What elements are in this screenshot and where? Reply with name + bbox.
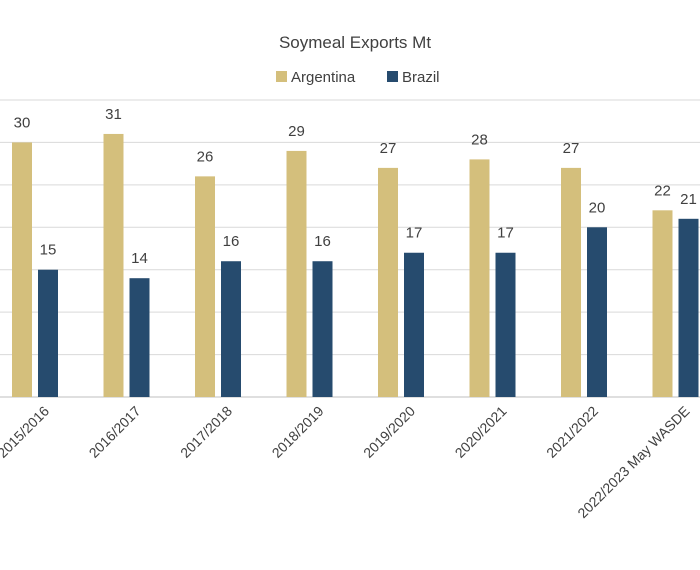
data-label-brazil-6: 20 bbox=[589, 199, 606, 216]
x-tick-label-5: 2020/2021 bbox=[452, 403, 510, 461]
bar-argentina-3 bbox=[286, 150, 307, 397]
chart-title: Soymeal Exports Mt bbox=[279, 33, 431, 52]
data-label-argentina-5: 28 bbox=[471, 131, 488, 148]
bar-argentina-5 bbox=[469, 159, 490, 397]
x-axis-tick-labels: 2015/2016 2016/2017 2017/2018 2018/2019 2019… bbox=[0, 403, 693, 521]
legend-label-brazil: Brazil bbox=[402, 69, 440, 86]
x-tick-label-4: 2019/2020 bbox=[360, 403, 418, 461]
bar-brazil-6 bbox=[587, 227, 607, 397]
legend: Argentina Brazil bbox=[276, 69, 440, 86]
legend-label-argentina: Argentina bbox=[291, 69, 356, 86]
bar-brazil-3 bbox=[312, 261, 333, 397]
x-tick-label-1: 2016/2017 bbox=[86, 403, 144, 461]
bar-brazil-0 bbox=[38, 269, 58, 397]
x-tick-label-3: 2018/2019 bbox=[269, 403, 327, 461]
data-label-brazil-4: 17 bbox=[406, 225, 423, 242]
data-label-brazil-5: 17 bbox=[497, 225, 514, 242]
x-tick-label-6: 2021/2022 bbox=[543, 403, 601, 461]
bar-brazil-7 bbox=[678, 218, 699, 397]
data-label-brazil-1: 14 bbox=[131, 250, 148, 267]
data-label-brazil-0: 15 bbox=[40, 242, 57, 259]
data-label-argentina-3: 29 bbox=[288, 123, 305, 140]
legend-swatch-argentina bbox=[276, 71, 287, 82]
data-label-argentina-6: 27 bbox=[563, 140, 580, 157]
bar-brazil-4 bbox=[404, 252, 424, 397]
bar-brazil-1 bbox=[129, 278, 150, 397]
data-label-argentina-2: 26 bbox=[197, 148, 214, 165]
bars bbox=[12, 133, 699, 397]
bar-argentina-7 bbox=[652, 210, 673, 397]
bar-brazil-5 bbox=[495, 252, 516, 397]
x-tick-label-0: 2015/2016 bbox=[0, 403, 52, 461]
bar-argentina-1 bbox=[103, 133, 124, 397]
bar-argentina-0 bbox=[12, 142, 32, 397]
data-label-brazil-2: 16 bbox=[223, 233, 240, 250]
data-label-argentina-0: 30 bbox=[14, 114, 31, 131]
legend-swatch-brazil bbox=[387, 71, 398, 82]
bar-argentina-2 bbox=[195, 176, 215, 397]
data-labels: 30 15 31 14 26 16 29 16 27 17 28 17 27 20 22 21 bbox=[14, 106, 697, 267]
bar-argentina-4 bbox=[378, 167, 398, 397]
data-label-brazil-7: 21 bbox=[680, 191, 697, 208]
data-label-brazil-3: 16 bbox=[314, 233, 331, 250]
x-tick-label-2: 2017/2018 bbox=[177, 403, 235, 461]
data-label-argentina-1: 31 bbox=[105, 106, 122, 123]
bar-argentina-6 bbox=[561, 167, 581, 397]
data-label-argentina-7: 22 bbox=[654, 182, 671, 199]
bar-brazil-2 bbox=[221, 261, 241, 397]
data-label-argentina-4: 27 bbox=[380, 140, 397, 157]
